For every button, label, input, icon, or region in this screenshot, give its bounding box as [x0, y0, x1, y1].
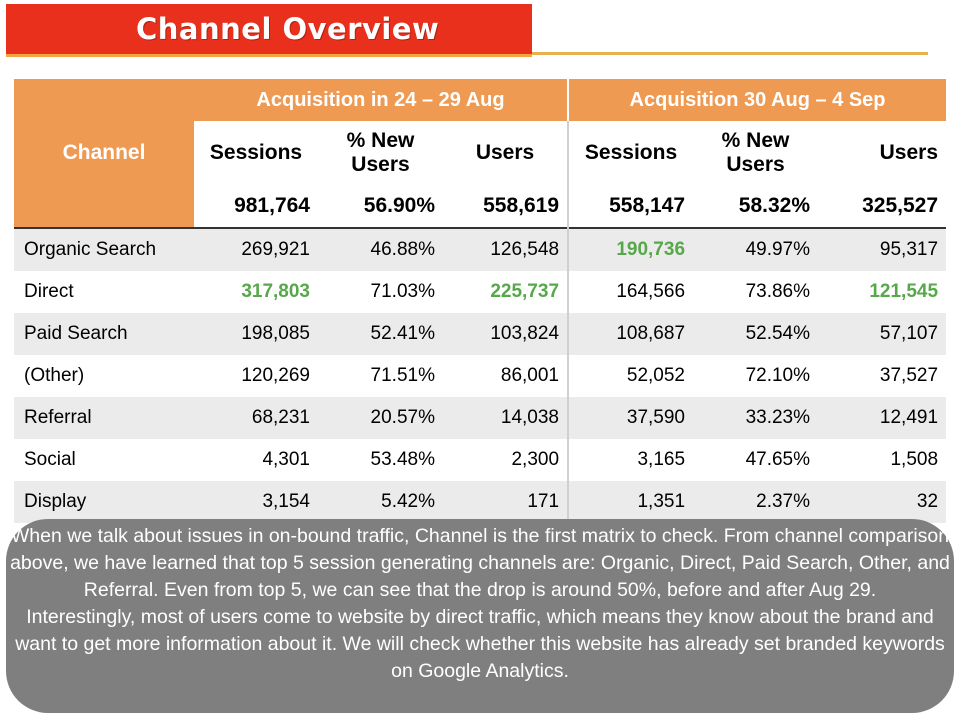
group-header-2: Acquisition 30 Aug – 4 Sep	[568, 79, 947, 121]
table-cell: 108,687	[568, 313, 694, 355]
table-cell: 52.41%	[318, 313, 443, 355]
channel-name: (Other)	[24, 365, 85, 386]
title-underline	[532, 52, 928, 55]
table-cell: 33.23%	[693, 397, 819, 439]
table-row: Referral 68,231 20.57% 14,038 37,590 33.…	[14, 397, 947, 439]
table-cell: 47.65%	[745, 449, 811, 470]
table-cell: 53.48%	[370, 449, 435, 470]
channel-name: Direct	[24, 281, 74, 302]
channel-table: Channel Acquisition in 24 – 29 Aug Acqui…	[14, 79, 947, 523]
table-row: Organic Search 269,921 46.88% 126,548 19…	[14, 227, 947, 271]
table-cell: 49.97%	[693, 227, 819, 271]
table-cell: 12,491	[818, 397, 947, 439]
channel-name: Display	[14, 481, 194, 523]
table-cell: 3,154	[194, 481, 318, 523]
table-cell: 103,824	[443, 313, 570, 355]
table-cell: 2.37%	[693, 481, 819, 523]
table-cell: 73.86%	[745, 281, 811, 302]
table-cell: 71.03%	[370, 281, 435, 302]
table-cell-highlight: 225,737	[443, 271, 570, 313]
col-header-users: Users	[879, 141, 939, 164]
table-cell: 86,001	[443, 355, 570, 397]
summary-paragraph-1: When we talk about issues in on-bound tr…	[10, 525, 950, 601]
table-cell-highlight: 190,736	[568, 227, 694, 271]
table-cell: 4,301	[262, 449, 310, 470]
total-cell: 981,764	[234, 194, 310, 217]
table-cell-highlight: 121,545	[869, 281, 939, 302]
table-cell: 71.51%	[370, 365, 435, 386]
table-cell: 32	[818, 481, 947, 523]
table-cell: 20.57%	[318, 397, 443, 439]
table-cell: 14,038	[443, 397, 570, 439]
table-row: Direct 317,803 71.03% 225,737 164,566 73…	[14, 271, 946, 313]
col-header-sessions: Sessions	[209, 141, 303, 164]
page-title: Channel Overview	[136, 12, 440, 46]
summary-paragraph-2: Interestingly, most of users come to web…	[15, 606, 945, 682]
total-cell: 325,527	[862, 194, 939, 217]
channel-header: Channel	[14, 79, 194, 228]
table-row: Paid Search 198,085 52.41% 103,824 108,6…	[14, 313, 947, 355]
channel-name: Social	[24, 449, 76, 470]
table-cell: 57,107	[818, 313, 947, 355]
total-cell: 558,619	[443, 185, 570, 228]
table-cell-highlight: 317,803	[241, 281, 310, 302]
channel-name: Organic Search	[14, 227, 194, 271]
table-cell: 52.54%	[693, 313, 819, 355]
table-row: Social 4,301 53.48% 2,300 3,165 47.65% 1…	[14, 439, 946, 481]
table-cell: 1,351	[568, 481, 694, 523]
table-cell: 198,085	[194, 313, 318, 355]
table-cell: 126,548	[443, 227, 570, 271]
col-header-sessions: Sessions	[584, 141, 678, 164]
col-header-new-users: % New Users	[721, 129, 790, 176]
table-cell: 269,921	[194, 227, 318, 271]
table-cell: 5.42%	[318, 481, 443, 523]
channel-name: Paid Search	[14, 313, 194, 355]
table-cell: 3,165	[637, 449, 686, 470]
table-cell: 120,269	[241, 365, 310, 386]
table-cell: 2,300	[443, 439, 570, 481]
table-cell: 68,231	[194, 397, 318, 439]
channel-name: Referral	[14, 397, 194, 439]
totals-row: 981,764 56.90% 558,619 558,147 58.32% 32…	[14, 185, 946, 228]
table-cell: 37,590	[568, 397, 694, 439]
table-cell: 72.10%	[745, 365, 811, 386]
col-header-new-users: % New Users	[346, 129, 415, 176]
table-row: (Other) 120,269 71.51% 86,001 52,052 72.…	[14, 355, 946, 397]
total-cell: 58.32%	[738, 194, 811, 217]
table-cell: 37,527	[879, 365, 939, 386]
title-banner: Channel Overview	[6, 4, 532, 57]
total-cell: 56.90%	[363, 194, 435, 217]
group-header-1: Acquisition in 24 – 29 Aug	[194, 79, 570, 121]
summary-callout: When we talk about issues in on-bound tr…	[6, 519, 954, 713]
table-cell: 164,566	[616, 281, 686, 302]
table-cell: 46.88%	[318, 227, 443, 271]
col-header-users: Users	[443, 121, 570, 185]
table-row: Display 3,154 5.42% 171 1,351 2.37% 32	[14, 481, 947, 523]
total-cell: 558,147	[609, 194, 686, 217]
table-cell: 52,052	[626, 365, 686, 386]
table-cell: 171	[443, 481, 570, 523]
table-cell: 1,508	[890, 449, 939, 470]
table-cell: 95,317	[818, 227, 947, 271]
